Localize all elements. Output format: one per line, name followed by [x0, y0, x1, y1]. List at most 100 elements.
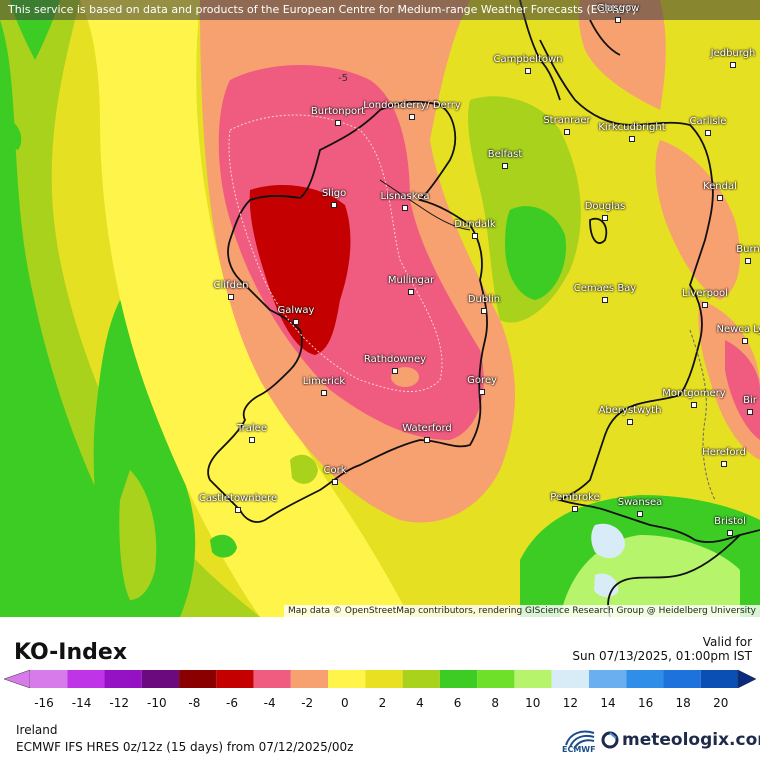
city-marker — [472, 233, 478, 239]
scale-cell — [551, 670, 589, 688]
city-marker — [335, 120, 341, 126]
color-scale-bar — [3, 669, 757, 689]
scale-tick-label: 4 — [416, 696, 424, 710]
city-marker — [481, 308, 487, 314]
scale-tick-label: 2 — [378, 696, 387, 710]
city-marker — [602, 297, 608, 303]
city-marker — [249, 437, 255, 443]
city-label: Clifden — [213, 280, 249, 291]
valid-time: Sun 07/13/2025, 01:00pm IST — [572, 649, 752, 663]
city-marker — [392, 368, 398, 374]
scale-cell — [626, 670, 664, 688]
meteologix-brand[interactable]: meteologix.com — [622, 730, 760, 750]
city-label: Kendal — [703, 181, 737, 192]
city-marker — [629, 136, 635, 142]
ecmwf-logo-text: ECMWF — [562, 745, 596, 754]
city-label: Hereford — [702, 447, 746, 458]
city-label: Galway — [277, 305, 315, 316]
city-label: Waterford — [402, 423, 452, 434]
city-label: Sligo — [321, 188, 347, 199]
city-label: Gorey — [467, 375, 497, 386]
scale-tick-label: 18 — [675, 696, 691, 710]
city-marker — [745, 258, 751, 264]
scale-cell — [477, 670, 515, 688]
scale-arrow-high — [737, 669, 757, 689]
city-label: Bir — [743, 395, 757, 406]
scale-cell — [67, 670, 105, 688]
city-label: Lisnaskea — [380, 191, 430, 202]
scale-tick-label: -10 — [146, 696, 167, 710]
map-attribution[interactable]: Map data © OpenStreetMap contributors, r… — [284, 605, 760, 617]
valid-label: Valid for — [702, 635, 752, 649]
scale-tick-label: -16 — [34, 696, 54, 710]
city-marker — [293, 319, 299, 325]
city-marker — [409, 114, 415, 120]
model-info: ECMWF IFS HRES 0z/12z (15 days) from 07/… — [16, 740, 354, 754]
city-label: Aberystwyth — [598, 405, 662, 416]
city-marker — [747, 409, 753, 415]
city-label: Dublin — [467, 294, 501, 305]
scale-tick-label: -8 — [188, 696, 201, 710]
city-label: Glasgow — [596, 3, 640, 14]
scale-arrow-low — [3, 669, 31, 689]
scale-tick-label: 8 — [491, 696, 500, 710]
city-label: Swansea — [617, 497, 663, 508]
city-label: Jedburgh — [710, 48, 756, 59]
city-label: Kirkcudbright — [598, 122, 666, 133]
scale-cell — [514, 670, 552, 688]
scale-cell — [290, 670, 329, 688]
scale-tick-label: -4 — [263, 696, 276, 710]
weather-map[interactable]: This service is based on data and produc… — [0, 0, 760, 617]
city-label: Pembroke — [550, 492, 600, 503]
scale-cell — [141, 670, 180, 688]
scale-cell — [179, 670, 217, 688]
scale-tick-label: 12 — [562, 696, 579, 710]
city-marker — [564, 129, 570, 135]
ecmwf-notice-banner: This service is based on data and produc… — [0, 0, 760, 20]
meteologix-logo-icon — [601, 731, 619, 749]
city-label: Campbeltown — [493, 54, 563, 65]
city-marker — [502, 163, 508, 169]
scale-tick-label: 10 — [525, 696, 541, 710]
scale-cell — [328, 670, 366, 688]
city-label: Montgomery — [662, 388, 726, 399]
scale-tick-label: -14 — [71, 696, 92, 710]
scale-cell — [30, 670, 68, 688]
ecmwf-logo — [565, 730, 595, 750]
scale-cell — [700, 670, 738, 688]
city-marker — [402, 205, 408, 211]
city-label: Carlisle — [689, 116, 727, 127]
city-label: Burtonport — [310, 106, 366, 117]
city-marker — [691, 402, 697, 408]
scale-cell — [253, 670, 291, 688]
city-label: Burn — [736, 244, 760, 255]
city-marker — [717, 195, 723, 201]
city-marker — [228, 294, 234, 300]
city-marker — [730, 62, 736, 68]
city-label: Limerick — [302, 376, 346, 387]
city-marker — [705, 130, 711, 136]
city-label: Tralee — [237, 423, 267, 434]
city-marker — [408, 289, 414, 295]
scale-tick-label: 20 — [713, 696, 729, 710]
scale-tick-label: 6 — [453, 696, 462, 710]
city-marker — [602, 215, 608, 221]
city-marker — [235, 507, 241, 513]
scale-tick-label: 16 — [637, 696, 654, 710]
city-marker — [572, 506, 578, 512]
city-marker — [331, 202, 337, 208]
region-label: Ireland — [16, 723, 58, 737]
city-label: Dundalk — [454, 219, 496, 230]
city-label: Londonderry/ Derry — [363, 100, 461, 111]
city-marker — [637, 511, 643, 517]
city-label: Liverpool — [682, 288, 728, 299]
city-marker — [479, 389, 485, 395]
city-label: Douglas — [584, 201, 626, 212]
city-marker — [525, 68, 531, 74]
scale-cell — [588, 670, 627, 688]
scale-tick-label: -6 — [226, 696, 238, 710]
map-field — [0, 0, 760, 617]
city-label: Castletownbere — [198, 493, 278, 504]
scale-cell — [663, 670, 701, 688]
scale-tick-label: 0 — [340, 696, 349, 710]
